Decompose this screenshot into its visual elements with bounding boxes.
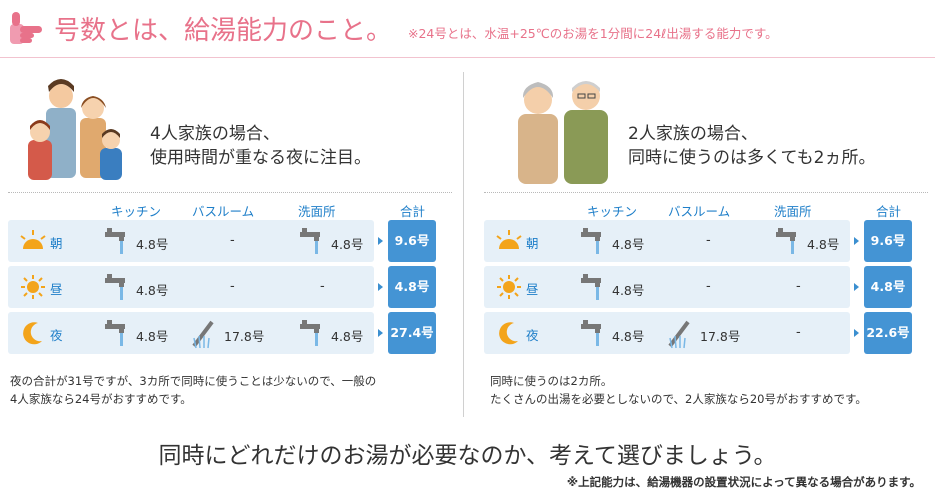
page-title: 号数とは、給湯能力のこと。 — [54, 16, 393, 46]
period-label: 朝 — [526, 236, 539, 251]
arrow-icon — [378, 283, 383, 291]
column-bathroom: バスルーム — [192, 204, 255, 219]
footnote-line-2: 4人家族なら24号がおすすめです。 — [10, 392, 192, 406]
closing-message: 同時にどれだけのお湯が必要なのか、考えて選びましょう。 — [158, 443, 777, 469]
noon-sun-icon — [497, 275, 521, 299]
wash-value: - — [796, 325, 801, 340]
panel-footnote: 夜の合計が31号ですが、3カ所で同時に使うことは少ないので、一般の 4人家族なら… — [10, 372, 376, 408]
total-badge: 4.8号 — [388, 266, 436, 308]
faucet-icon — [300, 320, 320, 346]
kitchen-value: 4.8号 — [612, 237, 645, 252]
row-noon: 昼 4.8号 - - — [8, 266, 374, 308]
total-badge: 9.6号 — [864, 220, 912, 262]
hand-pointer-icon — [10, 12, 42, 44]
footnote-line-1: 同時に使うのは2カ所。 — [490, 374, 613, 388]
noon-sun-icon — [21, 275, 45, 299]
total-badge: 9.6号 — [388, 220, 436, 262]
disclaimer: ※上記能力は、給湯機器の設置状況によって異なる場合があります。 — [566, 475, 921, 489]
arrow-icon — [854, 329, 859, 337]
panel-heading: 2人家族の場合、 同時に使うのは多くても2ヵ所。 — [628, 122, 875, 170]
shower-icon — [668, 320, 690, 349]
arrow-icon — [378, 237, 383, 245]
column-kitchen: キッチン — [111, 204, 162, 219]
elderly-couple-illustration — [518, 81, 608, 184]
wash-value: 4.8号 — [331, 329, 364, 344]
row-morning: 朝 4.8号 - 4.8号 — [484, 220, 850, 262]
moon-icon — [499, 322, 518, 345]
row-night: 夜 4.8号 17.8号 4.8号 — [8, 312, 374, 354]
heading-line-1: 2人家族の場合、 — [628, 124, 758, 144]
column-washroom: 洗面所 — [774, 204, 812, 219]
panel-divider — [463, 72, 464, 417]
moon-icon — [23, 322, 42, 345]
wash-value: 4.8号 — [331, 237, 364, 252]
faucet-icon — [105, 228, 125, 254]
header: 号数とは、給湯能力のこと。 ※24号とは、水温+25℃のお湯を1分間に24ℓ出湯… — [0, 0, 935, 58]
arrow-icon — [854, 237, 859, 245]
morning-sun-icon — [496, 230, 522, 249]
bath-value: - — [230, 233, 235, 248]
footnote-line-2: たくさんの出湯を必要としないので、2人家族なら20号がおすすめです。 — [490, 392, 867, 406]
row-night: 夜 4.8号 17.8号 - — [484, 312, 850, 354]
header-rule — [0, 57, 935, 58]
morning-sun-icon — [20, 230, 46, 249]
row-morning: 朝 4.8号 - 4.8号 — [8, 220, 374, 262]
period-label: 昼 — [526, 282, 539, 297]
header-note: ※24号とは、水温+25℃のお湯を1分間に24ℓ出湯する能力です。 — [408, 26, 778, 41]
shower-icon — [192, 320, 214, 349]
column-total: 合計 — [876, 204, 902, 219]
dotted-divider — [8, 192, 452, 193]
column-washroom: 洗面所 — [298, 204, 336, 219]
faucet-icon — [300, 228, 320, 254]
heading-line-1: 4人家族の場合、 — [150, 124, 280, 144]
arrow-icon — [854, 283, 859, 291]
heading-line-2: 同時に使うのは多くても2ヵ所。 — [628, 148, 876, 168]
family-of-two-panel: 2人家族の場合、 同時に使うのは多くても2ヵ所。 キッチン バスルーム 洗面所 … — [476, 60, 935, 415]
kitchen-value: 4.8号 — [136, 237, 169, 252]
heading-line-2: 使用時間が重なる夜に注目。 — [150, 148, 371, 168]
kitchen-value: 4.8号 — [612, 283, 645, 298]
column-bathroom: バスルーム — [668, 204, 731, 219]
faucet-icon — [105, 274, 125, 300]
panel-footnote: 同時に使うのは2カ所。 たくさんの出湯を必要としないので、2人家族なら20号がお… — [490, 372, 867, 408]
footnote-line-1: 夜の合計が31号ですが、3カ所で同時に使うことは少ないので、一般の — [10, 374, 377, 388]
bath-value: - — [706, 233, 711, 248]
bath-value: - — [706, 279, 711, 294]
family-of-four-panel: 4人家族の場合、 使用時間が重なる夜に注目。 キッチン バスルーム 洗面所 合計… — [0, 60, 460, 415]
period-label: 朝 — [50, 236, 63, 251]
period-label: 夜 — [50, 328, 63, 343]
wash-value: - — [320, 279, 325, 294]
column-total: 合計 — [400, 204, 426, 219]
total-badge: 4.8号 — [864, 266, 912, 308]
period-label: 昼 — [50, 282, 63, 297]
bath-value: - — [230, 279, 235, 294]
arrow-icon — [378, 329, 383, 337]
column-kitchen: キッチン — [587, 204, 638, 219]
bath-value: 17.8号 — [700, 329, 741, 344]
kitchen-value: 4.8号 — [612, 329, 645, 344]
family-of-four-illustration — [28, 79, 122, 180]
bath-value: 17.8号 — [224, 329, 265, 344]
wash-value: - — [796, 279, 801, 294]
total-badge: 22.6号 — [864, 312, 912, 354]
period-label: 夜 — [526, 328, 539, 343]
faucet-icon — [581, 274, 601, 300]
kitchen-value: 4.8号 — [136, 283, 169, 298]
total-badge: 27.4号 — [388, 312, 436, 354]
faucet-icon — [581, 320, 601, 346]
faucet-icon — [105, 320, 125, 346]
faucet-icon — [776, 228, 796, 254]
wash-value: 4.8号 — [807, 237, 840, 252]
dotted-divider — [484, 192, 928, 193]
faucet-icon — [581, 228, 601, 254]
panel-heading: 4人家族の場合、 使用時間が重なる夜に注目。 — [150, 122, 371, 170]
row-noon: 昼 4.8号 - - — [484, 266, 850, 308]
kitchen-value: 4.8号 — [136, 329, 169, 344]
